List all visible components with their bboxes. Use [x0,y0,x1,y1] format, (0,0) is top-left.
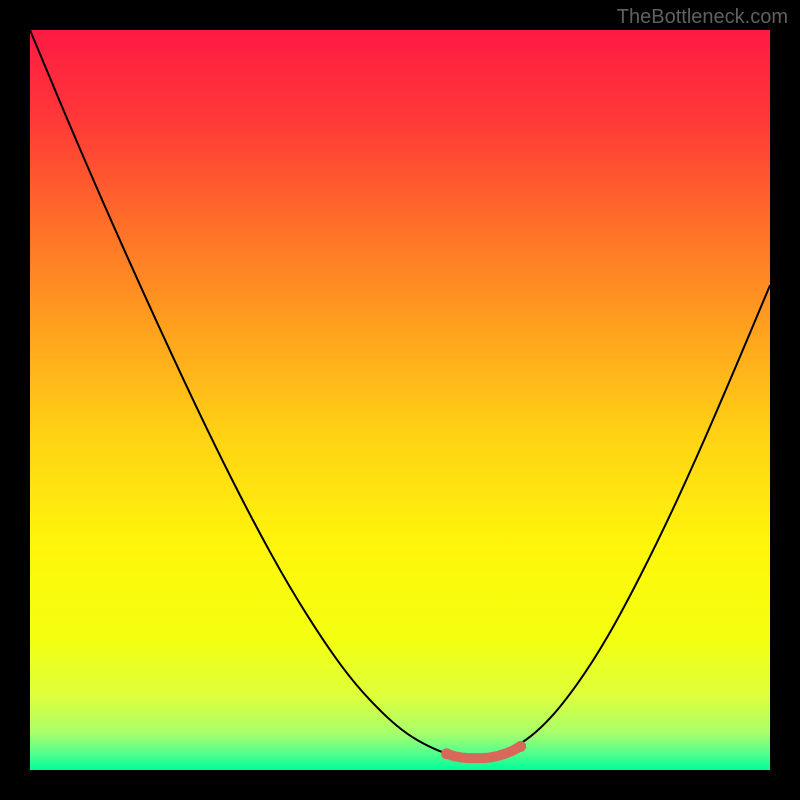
main-curve-path [30,30,770,758]
watermark-text: TheBottleneck.com [617,6,788,29]
bottleneck-curve [30,30,770,770]
bottom-marker-line [447,746,521,758]
plot-area [30,30,770,770]
